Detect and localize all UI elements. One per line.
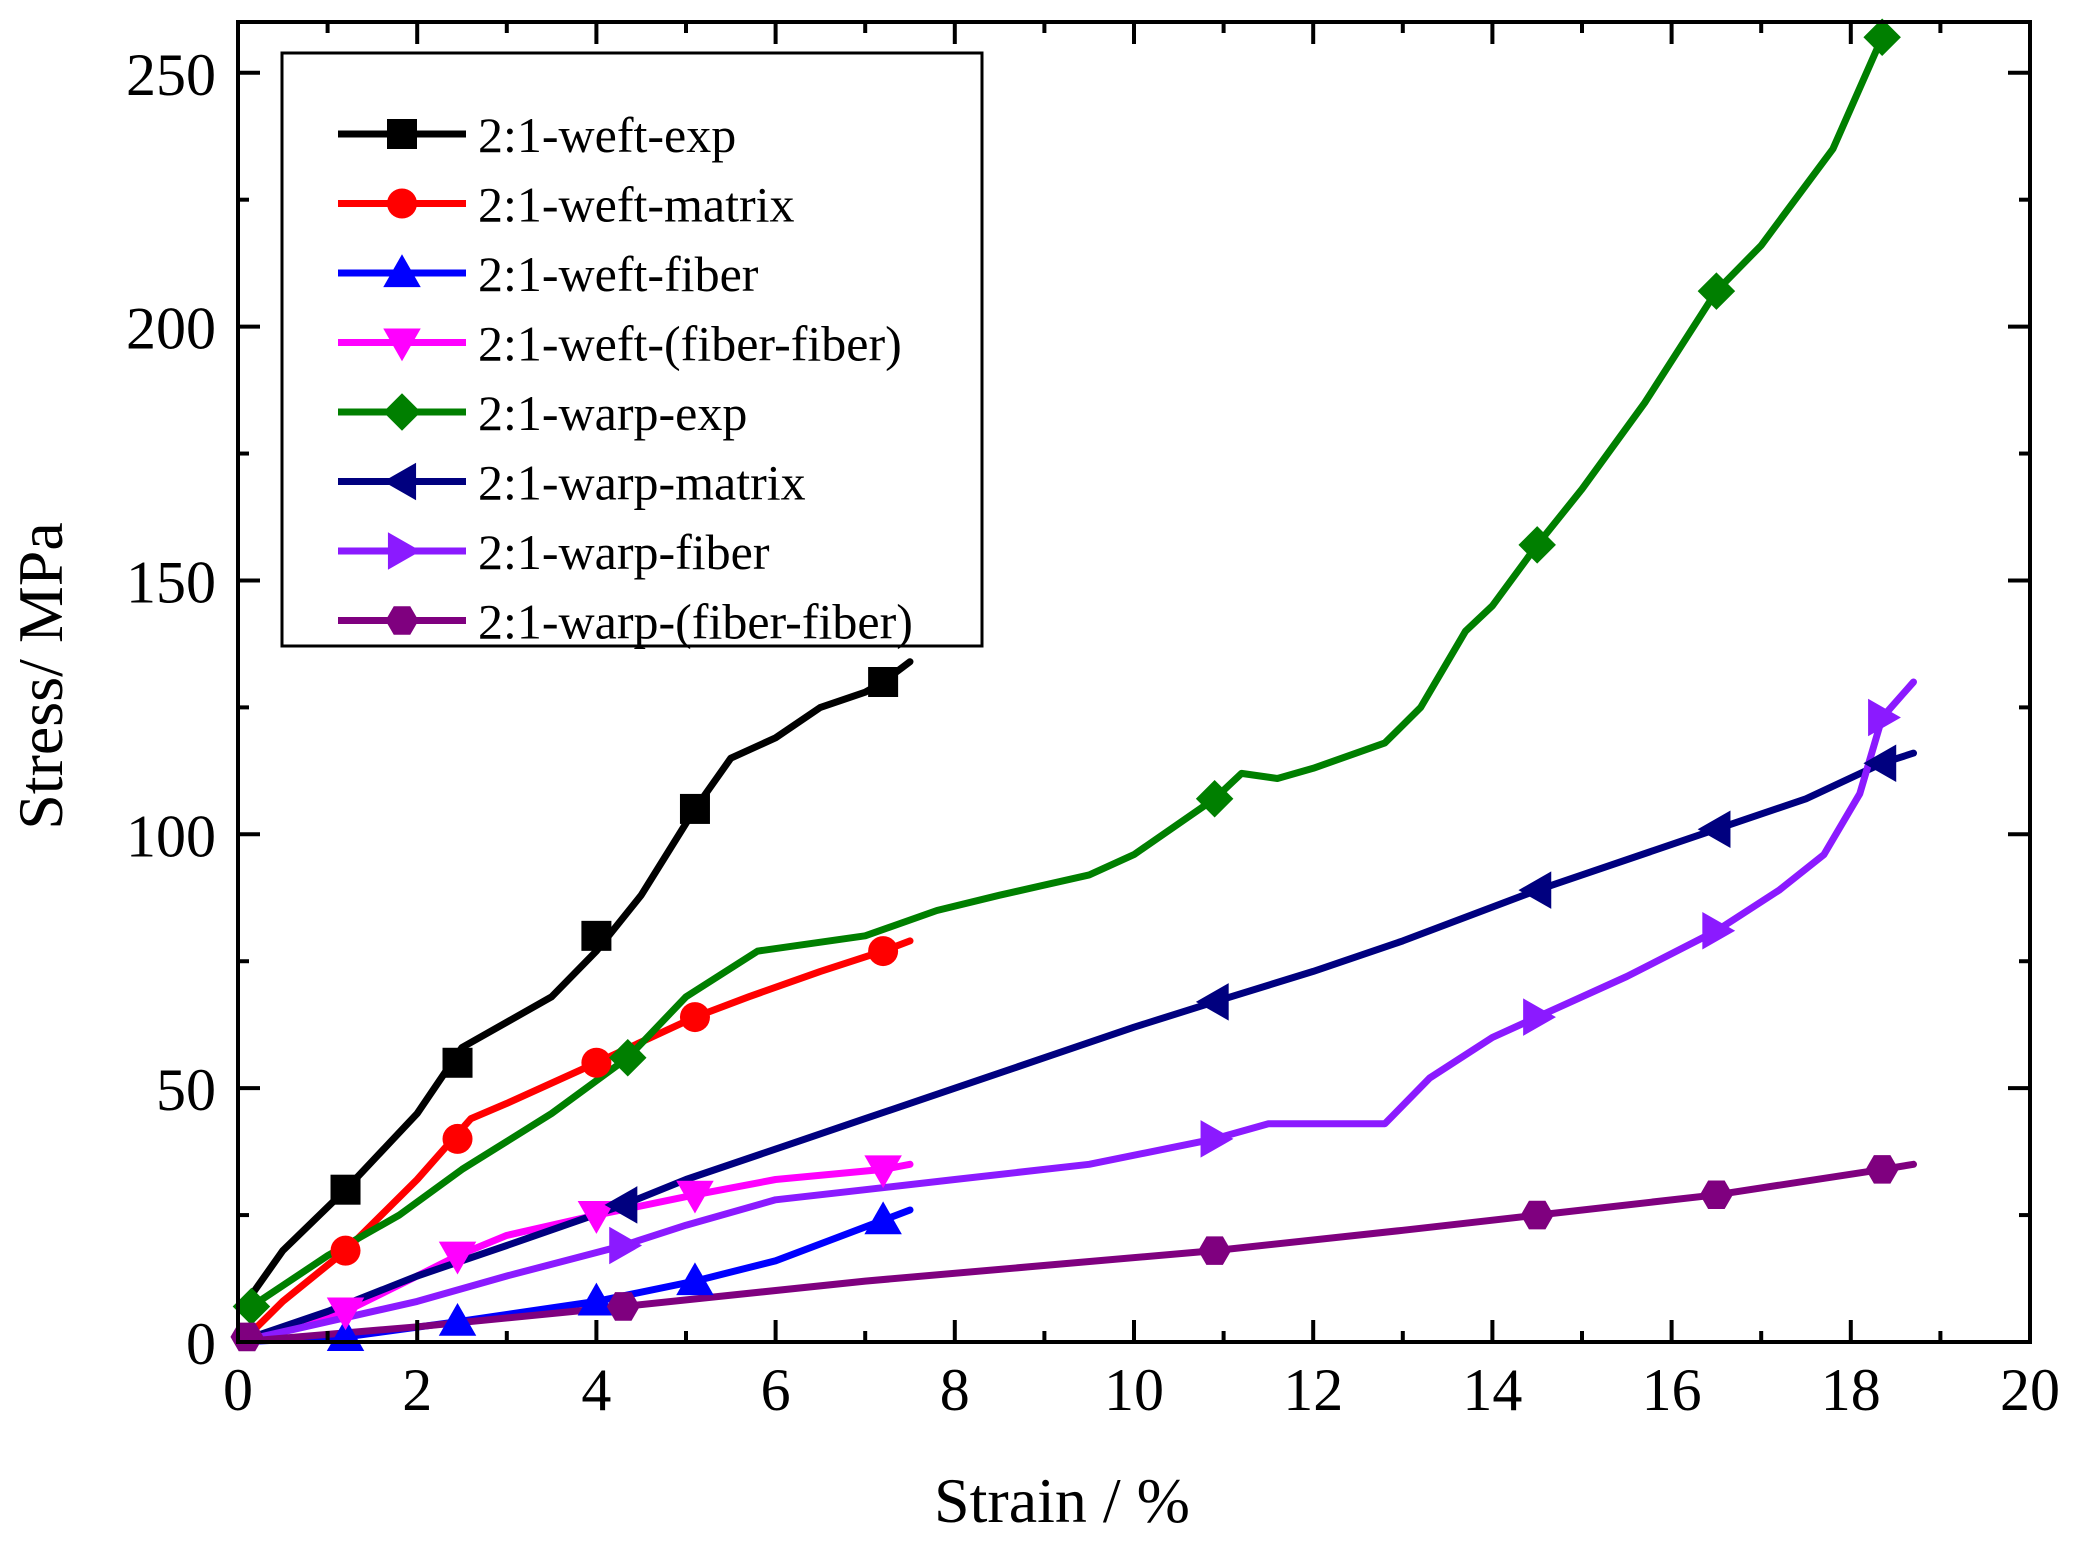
- y-tick-label: 150: [126, 549, 216, 615]
- data-point-marker: [577, 1201, 616, 1234]
- x-tick-label: 16: [1642, 1357, 1702, 1423]
- legend-swatch-marker: [387, 119, 417, 149]
- series-line-6: [234, 749, 1917, 1346]
- data-point-marker: [1863, 744, 1897, 782]
- y-tick-label: 100: [126, 803, 216, 869]
- data-point-marker: [1865, 1155, 1899, 1184]
- data-point-marker: [442, 1123, 473, 1154]
- legend-label: 2:1-weft-exp: [478, 107, 736, 163]
- data-point-marker: [1195, 983, 1229, 1021]
- x-tick-label: 8: [940, 1357, 970, 1423]
- x-tick-label: 4: [581, 1357, 611, 1423]
- data-point-marker: [326, 1297, 365, 1331]
- legend-swatch-marker: [387, 188, 417, 219]
- x-tick-label: 12: [1283, 1357, 1343, 1423]
- data-point-marker: [438, 1241, 477, 1275]
- legend-label: 2:1-weft-matrix: [478, 177, 795, 233]
- y-axis-label: Stress/ MPa: [5, 522, 76, 830]
- data-point-marker: [1868, 698, 1901, 737]
- data-point-marker: [676, 1262, 714, 1296]
- y-tick-label: 200: [126, 296, 216, 362]
- x-tick-label: 0: [223, 1357, 253, 1423]
- series-markers: [230, 18, 1901, 1352]
- legend-label: 2:1-warp-exp: [478, 385, 747, 441]
- data-point-marker: [606, 1292, 640, 1321]
- data-point-marker: [609, 1226, 643, 1265]
- data-point-marker: [1518, 871, 1552, 909]
- data-point-marker: [330, 1235, 361, 1266]
- legend-swatch-marker: [383, 328, 421, 362]
- data-point-marker: [1198, 1236, 1232, 1265]
- axis-ticks: [236, 22, 2032, 1344]
- data-point-marker: [868, 667, 899, 697]
- x-tick-label: 18: [1821, 1357, 1881, 1423]
- data-point-marker: [330, 1174, 361, 1205]
- x-axis-label: Strain / %: [934, 1465, 1190, 1536]
- x-tick-label: 20: [2000, 1357, 2060, 1423]
- series-line-5: [247, 33, 1886, 1310]
- legend-swatch-marker: [383, 393, 421, 431]
- x-tick-label: 6: [761, 1357, 791, 1423]
- x-tick-label: 10: [1104, 1357, 1164, 1423]
- legend-label: 2:1-weft-(fiber-fiber): [478, 316, 902, 372]
- data-point-marker: [868, 936, 899, 967]
- series-line-8: [234, 1160, 1917, 1346]
- data-point-marker: [1200, 1120, 1234, 1158]
- x-tick-label: 2: [402, 1357, 432, 1423]
- data-point-marker: [1518, 526, 1556, 564]
- data-point-marker: [438, 1302, 477, 1336]
- legend-swatch-marker: [387, 532, 421, 570]
- data-point-marker: [679, 793, 710, 824]
- data-point-marker: [581, 1047, 612, 1078]
- y-tick-label: 50: [156, 1057, 216, 1123]
- legend-swatch-marker: [385, 606, 419, 635]
- legend-label: 2:1-warp-fiber: [478, 524, 770, 580]
- legend-swatch-marker: [383, 254, 421, 288]
- data-point-marker: [609, 1038, 647, 1077]
- data-point-marker: [1702, 912, 1736, 950]
- legend-label: 2:1-warp-matrix: [478, 455, 806, 511]
- data-point-marker: [1520, 1200, 1554, 1230]
- data-point-marker: [864, 1155, 902, 1189]
- data-point-marker: [1697, 810, 1731, 848]
- data-point-marker: [604, 1186, 638, 1224]
- y-tick-label: 0: [186, 1311, 216, 1377]
- legend-label: 2:1-warp-(fiber-fiber): [478, 594, 913, 650]
- data-point-marker: [1195, 780, 1234, 818]
- series-line-7: [234, 678, 1917, 1346]
- data-point-marker: [581, 920, 612, 951]
- data-point-marker: [1863, 18, 1901, 56]
- legend: 2:1-weft-exp 2:1-weft-matrix 2:1-weft-fibe…: [280, 51, 984, 650]
- data-point-marker: [1697, 272, 1736, 310]
- data-point-marker: [1523, 998, 1556, 1036]
- data-point-marker: [676, 1180, 714, 1214]
- data-point-marker: [232, 1287, 271, 1326]
- data-point-marker: [442, 1047, 473, 1078]
- legend-swatch-marker: [383, 462, 417, 501]
- legend-label: 2:1-weft-fiber: [478, 246, 759, 302]
- y-tick-label: 250: [126, 42, 216, 108]
- data-point-marker: [679, 1002, 710, 1033]
- data-point-marker: [864, 1201, 902, 1235]
- x-tick-label: 14: [1462, 1357, 1522, 1423]
- data-point-marker: [1699, 1180, 1733, 1210]
- data-point-marker: [577, 1282, 616, 1316]
- series-line-1: [243, 658, 914, 1305]
